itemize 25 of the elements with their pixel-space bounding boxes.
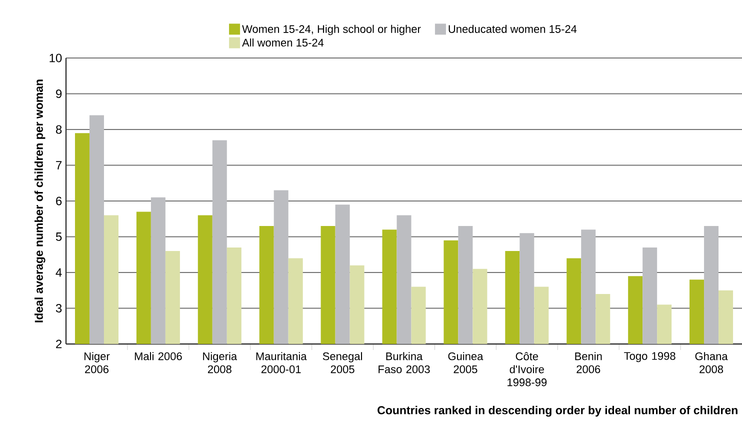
x-tick-label: Ghana 2008 <box>695 352 728 374</box>
x-tick-label: Mali 2006 <box>134 352 182 360</box>
y-tick-label: 5 <box>56 232 62 241</box>
x-tick-label: Togo 1998 <box>624 352 676 362</box>
x-tick-label: Nigeria 2008 <box>203 352 238 374</box>
x-tick-label: Burkina Faso 2003 <box>378 352 430 374</box>
legend-label: Women 15-24, High school or higher <box>242 24 421 36</box>
y-tick-label: 10 <box>50 54 62 62</box>
y-tick-label: 8 <box>56 125 62 134</box>
x-axis-title: Countries ranked in descending order by ideal number of children <box>378 406 738 417</box>
x-tick-label: Mauritania 2000-01 <box>256 352 307 374</box>
x-tick-label: Guinea 2005 <box>448 352 484 374</box>
y-tick-label: 6 <box>56 196 62 206</box>
legend-label: Uneducated women 15-24 <box>448 24 577 33</box>
y-tick-label: 2 <box>56 340 62 348</box>
y-tick-label: 3 <box>56 304 62 312</box>
y-tick-label: 9 <box>56 90 62 98</box>
y-tick-label: 4 <box>56 268 62 277</box>
x-tick-label: Benin 2006 <box>575 352 602 374</box>
x-tick-label: Niger 2006 <box>84 352 110 374</box>
y-tick-label: 7 <box>56 161 62 170</box>
x-tick-label: Senegal 2005 <box>322 352 362 374</box>
x-tick-label: Côte d'Ivoire 1998-99 <box>508 352 547 386</box>
y-axis-title: Ideal average number of children per woman <box>34 80 46 322</box>
legend-label: All women 15-24 <box>242 38 324 47</box>
